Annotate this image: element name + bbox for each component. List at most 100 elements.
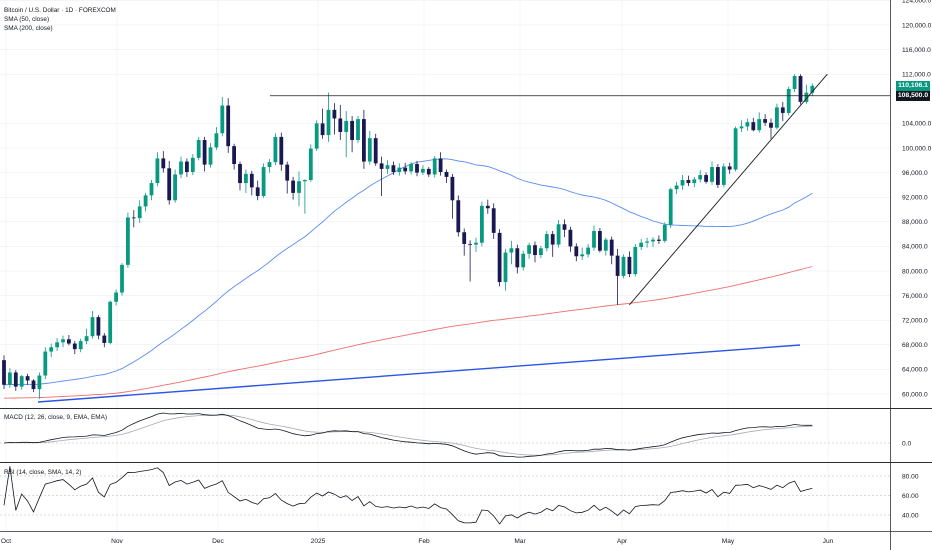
- price-tick-label: 84,000.0: [902, 244, 928, 251]
- candle-body: [444, 171, 449, 177]
- candle-body: [72, 343, 77, 350]
- time-tick-label: Dec: [212, 538, 224, 545]
- candle-body: [627, 256, 632, 275]
- candle-body: [415, 163, 419, 173]
- candle-body: [279, 136, 284, 165]
- candle-body: [31, 380, 36, 390]
- sma50-legend[interactable]: SMA (50, close): [4, 16, 50, 23]
- candle-body: [421, 168, 425, 173]
- candle-body: [474, 242, 478, 245]
- candle-body: [633, 247, 638, 275]
- candle-body: [769, 122, 773, 128]
- candle-body: [586, 247, 590, 255]
- candle-body: [167, 168, 172, 201]
- candle-body: [126, 217, 130, 265]
- candles[interactable]: [2, 74, 815, 399]
- rsi-legend: RSI (14, close, SMA, 14, 2): [4, 468, 81, 477]
- candle-body: [539, 248, 543, 256]
- long-trendline: [37, 344, 801, 403]
- candle-body: [291, 180, 295, 193]
- macd-pane: [0, 412, 890, 458]
- candle-body: [763, 119, 767, 123]
- price-tick-label: 112,000.0: [902, 72, 931, 79]
- candle-body: [190, 157, 195, 172]
- candle-body: [668, 189, 673, 225]
- candle-body: [208, 147, 213, 165]
- candle-body: [332, 109, 337, 119]
- candle-body: [356, 119, 360, 141]
- candle-body: [19, 376, 24, 387]
- candle-body: [379, 163, 384, 169]
- candle-body: [137, 206, 142, 219]
- price-tick-label: 88,000.0: [902, 219, 928, 226]
- candle-body: [562, 224, 567, 230]
- macd-legend: MACD (12, 26, close, 9, EMA, EMA): [4, 413, 107, 422]
- candle-body: [391, 165, 396, 172]
- rsi-pane: [0, 466, 890, 525]
- candle-body: [780, 107, 785, 113]
- candle-body: [603, 239, 608, 251]
- candle-body: [639, 242, 644, 248]
- candle-body: [373, 138, 378, 164]
- candle-body: [798, 76, 803, 102]
- candle-body: [179, 161, 183, 175]
- candle-body: [645, 241, 649, 243]
- candle-body: [185, 161, 189, 172]
- candle-body: [704, 175, 708, 182]
- candle-body: [485, 205, 490, 209]
- candle-body: [745, 122, 750, 127]
- sma50-line: [3, 158, 813, 386]
- candle-body: [350, 120, 354, 141]
- drawing-tools[interactable]: [37, 73, 890, 403]
- macd-signal-line: [3, 414, 813, 456]
- candle-body: [43, 351, 48, 376]
- price-tick-label: 92,000.0: [902, 195, 928, 202]
- candle-body: [438, 158, 443, 172]
- candle-body: [680, 179, 685, 186]
- price-tick-label: 76,000.0: [902, 293, 928, 300]
- candle-body: [244, 173, 248, 184]
- candle-body: [556, 224, 561, 245]
- time-tick-label: Feb: [418, 538, 430, 545]
- sma200-legend[interactable]: SMA (200, close): [4, 25, 53, 32]
- candle-body: [173, 174, 177, 201]
- candle-body: [716, 167, 720, 185]
- candle-body: [285, 164, 290, 181]
- macd-title[interactable]: MACD (12, 26, close, 9, EMA, EMA): [4, 414, 107, 421]
- price-tick-label: 100,000.0: [902, 145, 932, 152]
- candle-body: [568, 229, 573, 247]
- candle-body: [102, 335, 107, 343]
- candle-body: [238, 163, 242, 184]
- price-tick-label: 64,000.0: [902, 367, 928, 374]
- candle-body: [320, 123, 325, 136]
- symbol-title[interactable]: Bitcoin / U.S. Dollar · 1D · FOREXCOM: [4, 7, 116, 14]
- price-tick-label: 80,000.0: [902, 268, 928, 275]
- candle-body: [757, 119, 762, 131]
- candle-body: [403, 167, 408, 172]
- candle-body: [338, 118, 343, 133]
- candle-body: [592, 231, 596, 248]
- price-tick-label: 72,000.0: [902, 318, 928, 325]
- price-tick-label: 124,000.0: [902, 0, 932, 5]
- candle-body: [344, 120, 349, 133]
- candle-body: [497, 232, 502, 283]
- candle-body: [692, 179, 697, 184]
- candle-body: [61, 339, 65, 343]
- candle-body: [810, 85, 815, 93]
- candle-body: [733, 128, 738, 170]
- time-tick-label: 2025: [311, 538, 326, 545]
- candle-body: [674, 185, 679, 190]
- rsi-tick-label: 60.00: [902, 493, 919, 500]
- rsi-title[interactable]: RSI (14, close, SMA, 14, 2): [4, 469, 82, 476]
- candle-body: [131, 217, 136, 219]
- candle-body: [657, 239, 661, 241]
- time-tick-label: Jun: [823, 538, 834, 545]
- candle-body: [314, 123, 319, 149]
- price-tick-label: 96,000.0: [902, 170, 928, 177]
- candle-body: [533, 245, 537, 256]
- candle-body: [120, 264, 124, 293]
- price-tick-label: 60,000.0: [902, 391, 928, 398]
- candle-body: [8, 372, 12, 385]
